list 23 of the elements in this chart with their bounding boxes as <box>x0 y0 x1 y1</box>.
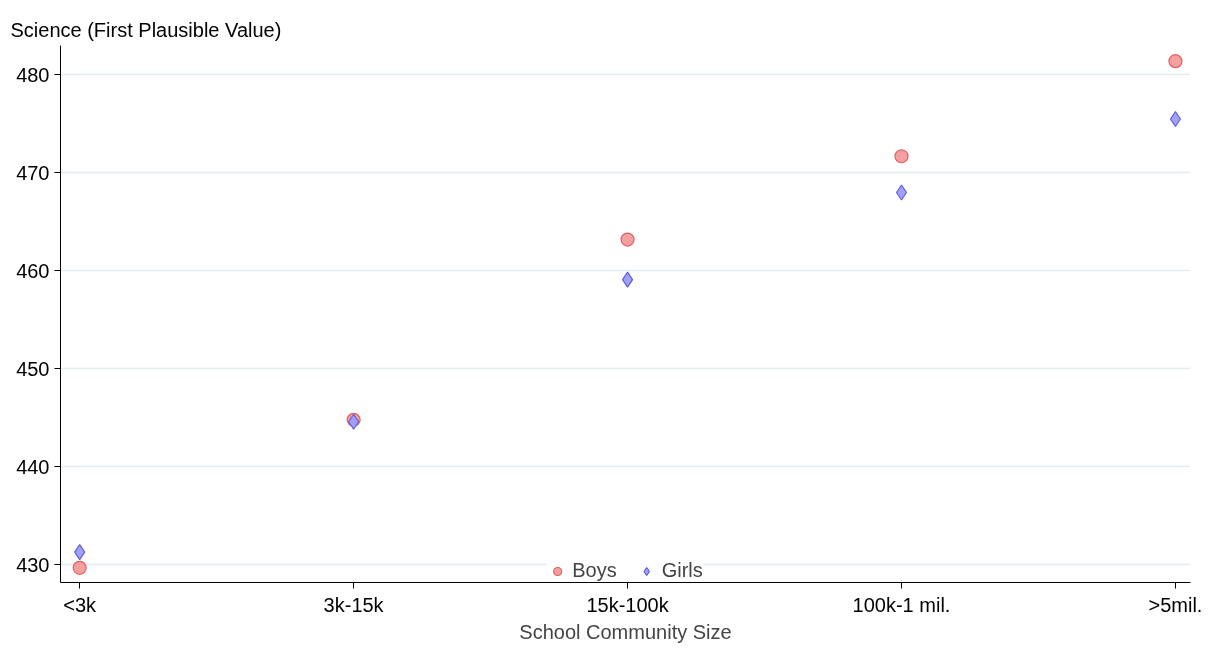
x-tick-label: >5mil. <box>1148 593 1203 616</box>
legend-label: Girls <box>661 559 703 582</box>
y-tick-label: 460 <box>16 259 50 282</box>
point <box>72 560 87 575</box>
point <box>895 184 908 201</box>
y-tick-label: 480 <box>16 63 50 86</box>
point <box>621 271 634 288</box>
y-axis-title: Science (First Plausible Value) <box>10 18 282 41</box>
y-tick-label: 450 <box>16 357 50 380</box>
x-tick-label: 100k-1 mil. <box>852 593 951 616</box>
point <box>1169 110 1182 128</box>
legend-label: Boys <box>572 559 617 582</box>
point <box>894 149 909 164</box>
x-axis-title: School Community Size <box>519 620 732 643</box>
point <box>620 232 635 247</box>
x-tick-label: 15k-100k <box>586 593 670 616</box>
y-tick-label: 470 <box>16 161 50 184</box>
y-tick-label: 440 <box>16 455 50 478</box>
y-tick-label: 430 <box>16 553 50 576</box>
point <box>1168 54 1183 69</box>
x-tick-label: 3k-15k <box>323 593 385 616</box>
x-tick-label: <3k <box>63 593 98 616</box>
point <box>74 544 86 561</box>
